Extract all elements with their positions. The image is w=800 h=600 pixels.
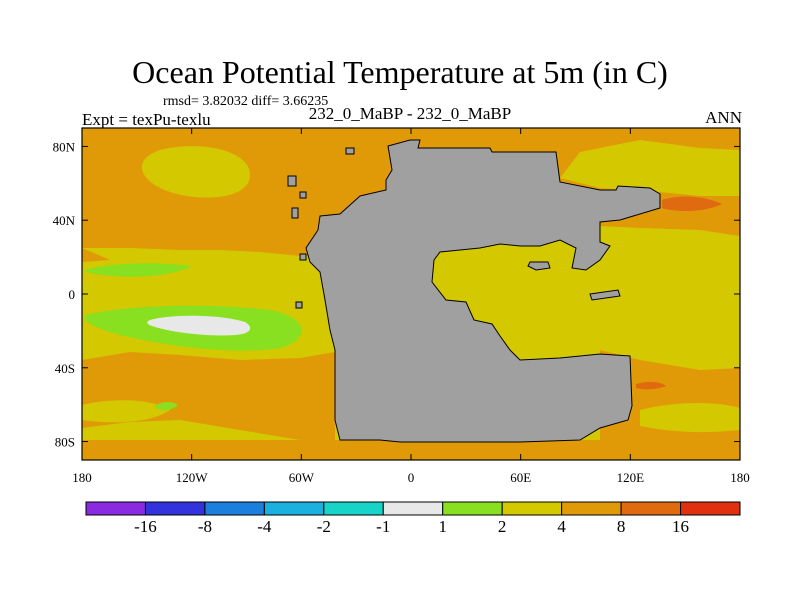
season-label: ANN	[705, 108, 742, 127]
colorbar-label: -4	[257, 517, 272, 536]
colorbar-swatch	[501, 501, 563, 516]
y-axis: 80N 40N 0 40S 80S	[53, 139, 740, 450]
y-tick-label: 0	[69, 287, 76, 302]
colorbar-swatch	[382, 501, 444, 516]
colorbar-swatch	[85, 501, 146, 516]
colorbar-swatch	[680, 501, 741, 516]
map-plot	[82, 128, 740, 460]
x-tick-label: 120E	[617, 470, 645, 485]
x-tick-label: 180	[72, 470, 92, 485]
x-tick-label: 60W	[289, 470, 315, 485]
y-tick-label: 40S	[55, 361, 75, 376]
colorbar-label: 1	[438, 517, 447, 536]
land-mass	[287, 139, 661, 443]
colorbar-swatch	[263, 501, 325, 516]
colorbar: -16 -8 -4 -2 -1 1 2 4 8 16	[85, 501, 741, 536]
x-tick-label: 180	[730, 470, 750, 485]
colorbar-swatch	[144, 501, 206, 516]
colorbar-label: -8	[198, 517, 212, 536]
colorbar-label: 2	[498, 517, 507, 536]
colorbar-swatch	[442, 501, 503, 516]
colorbar-label: 8	[617, 517, 626, 536]
experiment-label: Expt = texPu-texlu	[82, 110, 211, 129]
x-tick-label: 0	[408, 470, 415, 485]
contour-fill-8-to-16	[636, 196, 722, 390]
x-axis: 180 120W 60W 0 60E 120E 180	[72, 128, 750, 485]
x-tick-label: 60E	[510, 470, 531, 485]
colorbar-label: -16	[134, 517, 157, 536]
colorbar-label: 16	[672, 517, 689, 536]
center-label: 232_0_MaBP - 232_0_MaBP	[308, 104, 512, 123]
colorbar-label: -2	[317, 517, 331, 536]
colorbar-swatch	[620, 501, 682, 516]
colorbar-swatch	[323, 501, 384, 516]
contour-fill-minus1-to-1	[147, 315, 251, 336]
colorbar-swatch	[561, 501, 622, 516]
stats-line: rmsd= 3.82032 diff= 3.66235	[163, 94, 329, 109]
y-tick-label: 80N	[53, 139, 76, 154]
colorbar-label: 4	[557, 517, 566, 536]
colorbar-swatch	[204, 501, 265, 516]
y-tick-label: 40N	[53, 213, 76, 228]
colorbar-label: -1	[376, 517, 390, 536]
y-tick-label: 80S	[55, 435, 75, 450]
x-tick-label: 120W	[176, 470, 209, 485]
map-title: Ocean Potential Temperature at 5m (in C)	[132, 54, 668, 90]
